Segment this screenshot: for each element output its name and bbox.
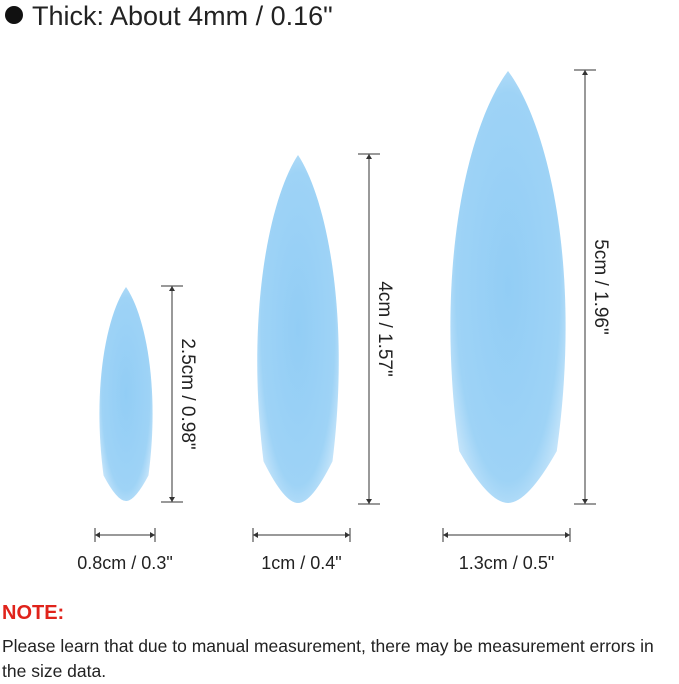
arrow-head bbox=[565, 532, 570, 538]
note-title: NOTE: bbox=[2, 602, 65, 624]
diagram: Thick: About 4mm / 0.16" 2.5cm / 0.98" 0.… bbox=[5, 1, 611, 573]
arrow-head bbox=[582, 70, 588, 75]
width-label: 1.3cm / 0.5" bbox=[459, 553, 554, 573]
height-label: 5cm / 1.96" bbox=[590, 239, 611, 334]
leaf-shape bbox=[257, 155, 339, 503]
height-label: 2.5cm / 0.98" bbox=[177, 338, 198, 449]
leaf-shape bbox=[450, 71, 566, 503]
arrow-head bbox=[169, 286, 175, 291]
width-label: 1cm / 0.4" bbox=[261, 553, 341, 573]
arrow-head bbox=[366, 499, 372, 504]
arrow-head bbox=[443, 532, 448, 538]
arrow-head bbox=[95, 532, 100, 538]
bullet bbox=[5, 6, 23, 24]
width-label: 0.8cm / 0.3" bbox=[77, 553, 172, 573]
leaf-shape bbox=[99, 287, 153, 501]
height-label: 4cm / 1.57" bbox=[374, 281, 395, 376]
note-text: Please learn that due to manual measurem… bbox=[2, 636, 654, 681]
arrow-head bbox=[366, 154, 372, 159]
arrow-head bbox=[150, 532, 155, 538]
arrow-head bbox=[169, 497, 175, 502]
arrow-head bbox=[345, 532, 350, 538]
arrow-head bbox=[253, 532, 258, 538]
arrow-head bbox=[582, 499, 588, 504]
thickness-header: Thick: About 4mm / 0.16" bbox=[32, 1, 333, 31]
